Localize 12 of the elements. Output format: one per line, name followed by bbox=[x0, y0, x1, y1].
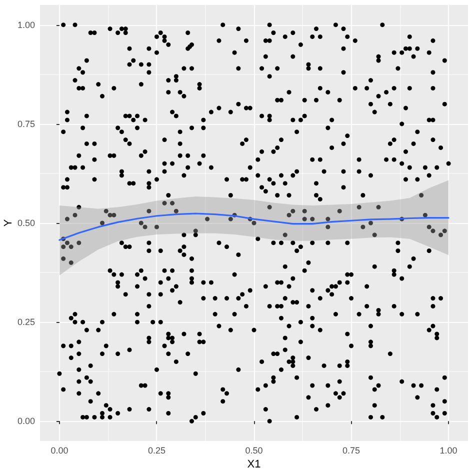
x-axis-title: X1 bbox=[247, 458, 261, 470]
y-tick-label: 1.00 bbox=[17, 20, 35, 30]
y-tick-label: 0.00 bbox=[17, 416, 35, 426]
x-tick-label: 0.00 bbox=[50, 446, 68, 456]
y-tick-label: 0.25 bbox=[17, 317, 35, 328]
y-tick-label: 0.75 bbox=[17, 118, 35, 129]
x-tick-label: 1.00 bbox=[440, 446, 458, 456]
x-tick-label: 0.75 bbox=[342, 446, 360, 456]
x-tick-label: 0.50 bbox=[245, 446, 263, 456]
y-tick-label: 0.50 bbox=[17, 218, 35, 228]
x-tick-label: 0.25 bbox=[148, 446, 166, 456]
y-axis-title: Y bbox=[2, 218, 14, 227]
